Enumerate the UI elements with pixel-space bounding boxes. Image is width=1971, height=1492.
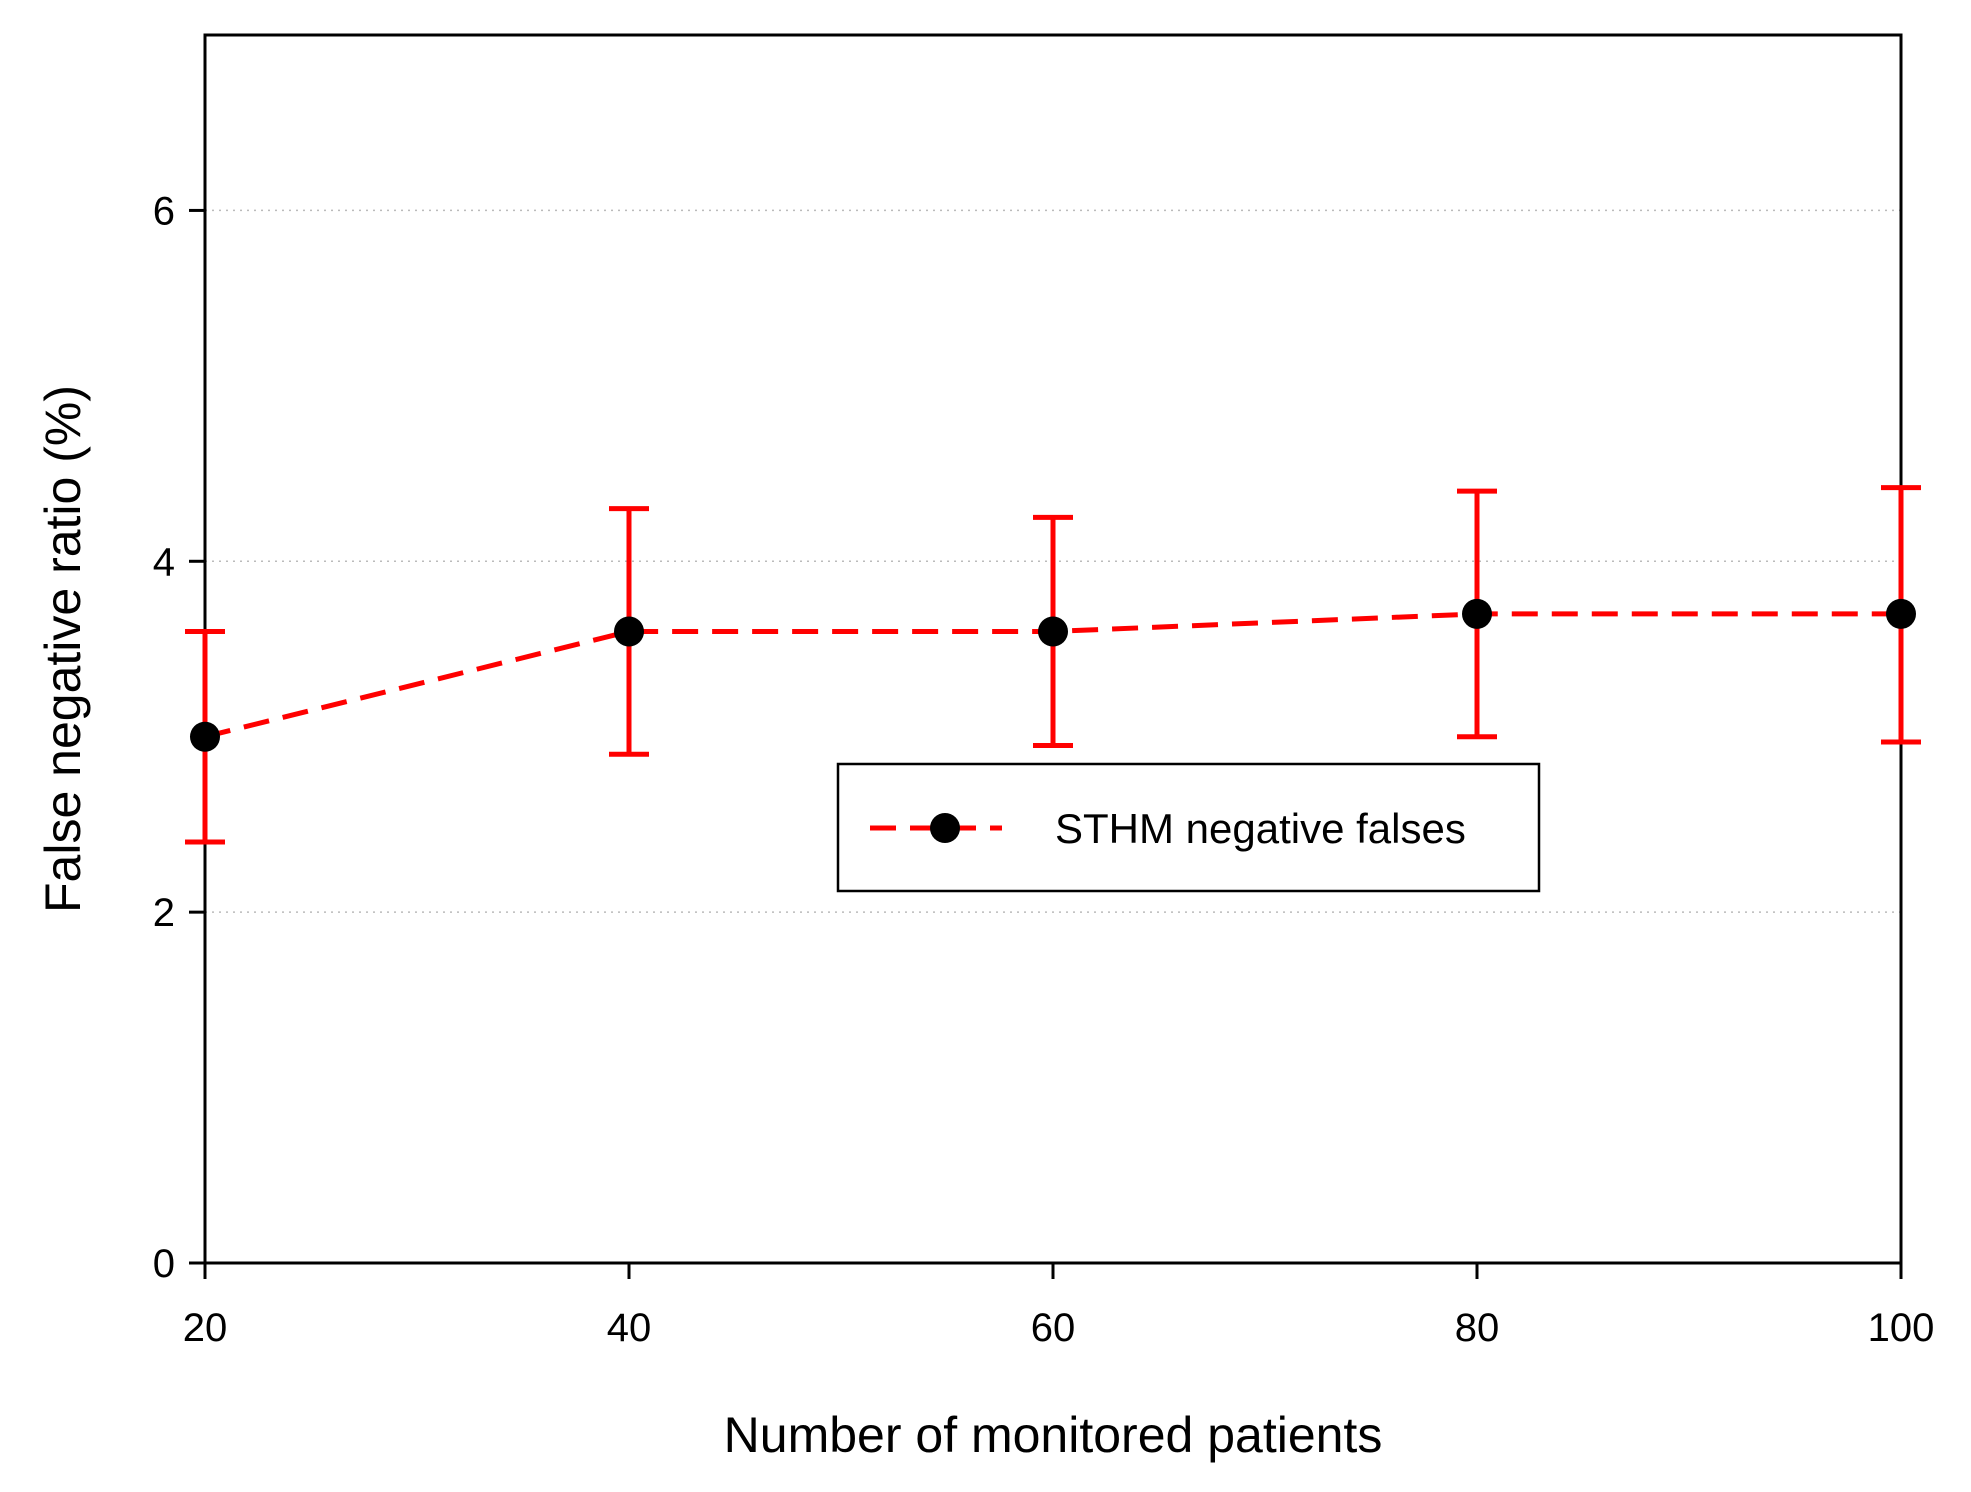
y-axis-title: False negative ratio (%) (35, 385, 91, 913)
ticks-layer: 0 2 4 6 20 40 60 80 100 (153, 189, 1935, 1350)
data-point-80 (1462, 598, 1492, 629)
data-point-40 (614, 616, 644, 647)
data-point-60 (1038, 616, 1068, 647)
x-tick-label-40: 40 (607, 1306, 652, 1350)
y-tick-label-2: 2 (153, 891, 175, 935)
series-layer (185, 485, 1921, 845)
x-tick-label-20: 20 (183, 1306, 228, 1350)
legend-marker-swatch (930, 813, 960, 843)
x-tick-label-80: 80 (1455, 1306, 1500, 1350)
data-point-100 (1886, 598, 1916, 629)
y-tick-label-6: 6 (153, 189, 175, 233)
y-tick-label-0: 0 (153, 1242, 175, 1286)
y-tick-label-4: 4 (153, 540, 175, 584)
legend: STHM negative falses (836, 762, 1541, 893)
legend-label: STHM negative falses (1055, 805, 1466, 852)
x-tick-label-100: 100 (1868, 1306, 1935, 1350)
data-point-20 (190, 721, 220, 752)
x-tick-label-60: 60 (1031, 1306, 1076, 1350)
x-axis-title: Number of monitored patients (724, 1407, 1383, 1463)
